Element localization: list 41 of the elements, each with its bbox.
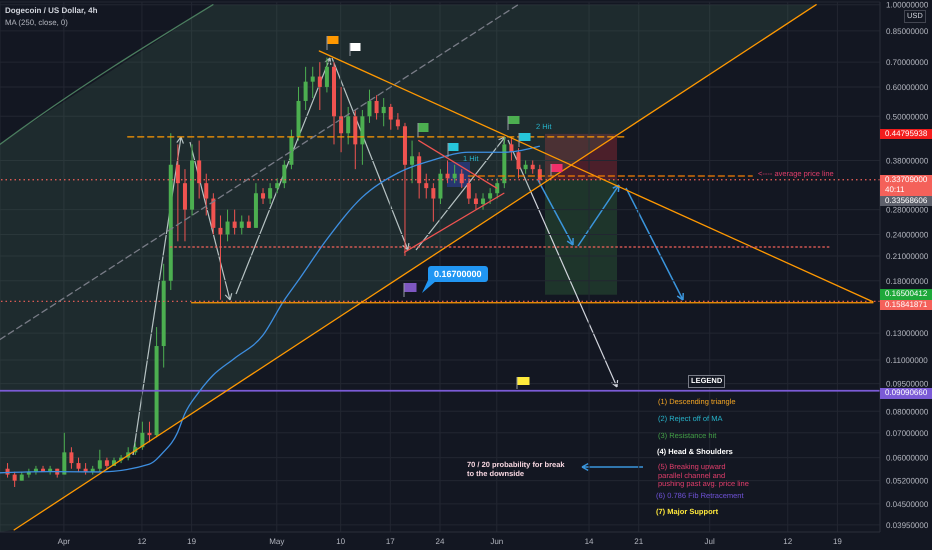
x-tick-label: 19 [187,537,197,546]
y-tick-label: 0.05200000 [886,476,929,486]
x-tick-label: Apr [58,537,70,546]
x-tick-label: 19 [832,537,842,546]
text: 0.44795938 [880,128,932,140]
text: 40:11 [880,185,932,196]
y-tick-label: 0.18000000 [886,276,929,286]
y-tick-label: 0.06000000 [886,454,929,463]
x-tick-label: May [269,537,284,546]
x-tick-label: 24 [436,537,445,546]
x-tick-label: Jul [704,537,716,546]
y-tick-label: 0.28000000 [886,206,929,215]
y-tick-label: 0.11000000 [886,356,928,366]
x-tick-label: 14 [584,537,594,546]
y-tick-label: 0.08000000 [886,407,929,416]
text: 0.16500412 [880,289,932,300]
x-tick-label: 12 [137,537,147,546]
x-tick-label: 17 [386,537,396,546]
x-tick-label: 12 [783,537,793,546]
ref-line-label: 0.09090660 [880,388,932,399]
text: Dogecoin / US Dollar, 4h [5,6,98,16]
y-tick-label: 0.21000000 [886,252,929,261]
text: 0.33568606 [880,196,932,206]
annotation: 0.16700000 [428,266,488,282]
x-tick-label: Jun [490,537,504,546]
y-tick-label: 0.70000000 [886,58,929,68]
y-tick-label: 0.60000000 [886,82,929,92]
y-tick-label: 0.50000000 [886,112,929,122]
y-tick-label: 0.09500000 [886,380,929,389]
ref-line-label: 0.33709000 [880,174,932,186]
y-tick-label: 0.04500000 [886,500,929,509]
y-tick-label: 0.24000000 [886,230,929,240]
y-tick-label: 0.07000000 [886,428,929,438]
x-tick-label: 10 [336,537,346,546]
x-tick-label: 21 [634,537,644,546]
y-tick-label: 1.00000000 [886,0,929,10]
y-tick-label: 0.03950000 [886,520,929,530]
y-tick-label: 0.85000000 [886,26,929,36]
ref-line-label: 0.15841871 [880,300,932,310]
y-tick-label: 0.13000000 [886,329,929,338]
y-tick-label: 0.38000000 [886,156,929,166]
